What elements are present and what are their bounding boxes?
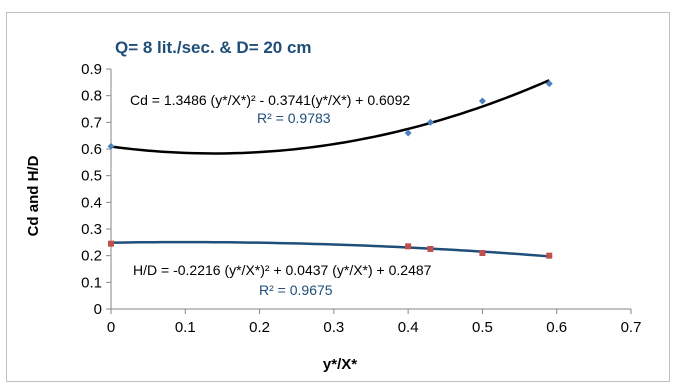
hd-data-point: [405, 243, 412, 250]
cd-data-point: [478, 97, 486, 105]
x-tick-label: 0.3: [323, 319, 344, 336]
y-tick-label: 0.5: [81, 168, 102, 185]
x-tick-label: 0.2: [249, 319, 270, 336]
chart-title: Q= 8 lit./sec. & D= 20 cm: [115, 38, 312, 57]
y-tick-label: 0.9: [81, 61, 102, 78]
y-tick-label: 0.2: [81, 248, 102, 265]
series-0-trendline: [110, 79, 550, 155]
x-tick-label: 0.4: [398, 319, 419, 336]
x-tick-label: 0.5: [472, 319, 493, 336]
y-tick-label: 0.7: [81, 114, 102, 131]
y-axis-label: Cd and H/D: [25, 155, 42, 236]
hd-data-point: [108, 240, 114, 247]
cd-data-point: [545, 80, 553, 88]
series-1-trendline: [110, 240, 550, 258]
chart-svg: Q= 8 lit./sec. & D= 20 cm 0 0.1 0.2 0.3 0.4 0…: [25, 38, 641, 373]
x-tick-label: 0.6: [546, 319, 567, 336]
x-axis-label: y*/X*: [323, 356, 357, 373]
y-tick-label: 0.6: [81, 141, 102, 158]
y-tick-label: 0.1: [81, 274, 102, 291]
hd-data-point: [546, 252, 553, 259]
y-tick-label: 0.3: [81, 221, 102, 238]
y-tick-label: 0: [94, 301, 102, 318]
y-tick-label: 0.4: [81, 194, 102, 211]
hd-data-point: [427, 246, 434, 252]
x-tick-label: 0.7: [621, 319, 642, 336]
hd-data-point: [479, 250, 486, 256]
cd-data-point: [107, 142, 115, 150]
y-tick-label: 0.8: [81, 88, 102, 105]
plot-area: 0 0.1 0.2 0.3 0.4 0.5 0.6 0.7 0 0.1 0.2 0.3 0.4 0.5 0.…: [81, 61, 641, 336]
chart-frame: Q= 8 lit./sec. & D= 20 cm 0 0.1 0.2 0.3 0.4 0…: [6, 12, 670, 382]
x-tick-label: 0: [107, 319, 115, 336]
cd-data-point: [426, 118, 434, 126]
x-tick-label: 0.1: [175, 319, 196, 336]
cd-r-squared-label: R² = 0.9783: [257, 110, 331, 126]
hd-r-squared-label: R² = 0.9675: [259, 282, 333, 298]
cd-trendline-equation: Cd = 1.3486 (y*/X*)² - 0.3741(y*/X*) + 0…: [130, 92, 410, 108]
cd-data-point: [404, 129, 412, 137]
hd-trendline-equation: H/D = -0.2216 (y*/X*)² + 0.0437 (y*/X*) …: [133, 262, 432, 278]
